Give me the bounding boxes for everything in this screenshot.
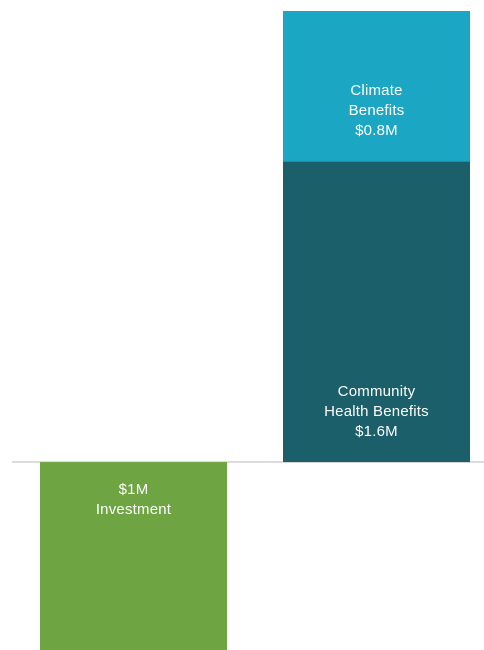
series-name: Community Health Benefits bbox=[324, 383, 429, 421]
bar-segment bbox=[283, 11, 470, 162]
bar-segment bbox=[40, 462, 227, 650]
segment-label: $1M Investment bbox=[81, 480, 187, 520]
series-name: Climate Benefits bbox=[348, 82, 405, 120]
segment-label: Climate Benefits $0.8M bbox=[324, 81, 430, 141]
bar-segment bbox=[283, 161, 470, 463]
value-label: $1.6M bbox=[355, 423, 398, 441]
value-label: $1M bbox=[118, 481, 149, 499]
segment-label: Community Health Benefits $1.6M bbox=[324, 382, 430, 442]
value-label: $0.8M bbox=[355, 122, 398, 140]
series-name: Investment bbox=[95, 501, 172, 519]
